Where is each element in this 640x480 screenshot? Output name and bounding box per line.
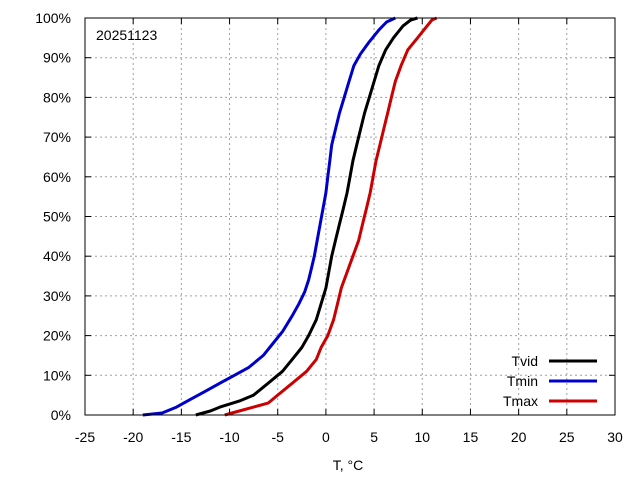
x-tick-label: -5: [272, 429, 285, 445]
y-tick-label: 60%: [43, 169, 71, 185]
x-tick-label: 15: [463, 429, 479, 445]
y-tick-label: 40%: [43, 248, 71, 264]
x-tick-labels: -25 -20 -15 -10 -5 0 5 10 15 20 25 30: [75, 429, 623, 445]
date-annotation: 20251123: [96, 27, 157, 43]
x-tick-label: 10: [414, 429, 430, 445]
axis-ticks: [84, 17, 616, 416]
series-lines: [142, 16, 438, 417]
x-tick-label: -10: [219, 429, 239, 445]
x-axis-label: T, °C: [333, 457, 364, 473]
y-tick-labels: 0% 10% 20% 30% 40% 50% 60% 70% 80% 90% 100%: [35, 10, 71, 423]
series-line-tvid: [195, 16, 418, 417]
x-tick-label: 25: [559, 429, 575, 445]
series-line-tmax: [224, 16, 438, 417]
x-tick-label: 5: [370, 429, 378, 445]
x-tick-label: 20: [511, 429, 527, 445]
y-tick-label: 100%: [35, 10, 71, 26]
y-tick-label: 50%: [43, 209, 71, 225]
y-tick-label: 30%: [43, 288, 71, 304]
legend: Tvid Tmin Tmax: [503, 353, 597, 409]
y-tick-label: 0%: [51, 407, 71, 423]
y-tick-label: 20%: [43, 328, 71, 344]
y-tick-label: 70%: [43, 129, 71, 145]
x-tick-label: 0: [322, 429, 330, 445]
legend-label-tmax: Tmax: [503, 393, 538, 409]
series-line-tmin: [142, 16, 396, 417]
legend-label-tmin: Tmin: [507, 373, 538, 389]
y-tick-label: 80%: [43, 89, 71, 105]
x-tick-label: -25: [75, 429, 95, 445]
y-tick-label: 90%: [43, 50, 71, 66]
y-tick-label: 10%: [43, 367, 71, 383]
x-tick-label: -15: [171, 429, 191, 445]
x-tick-label: 30: [607, 429, 623, 445]
legend-label-tvid: Tvid: [512, 353, 538, 369]
x-tick-label: -20: [123, 429, 143, 445]
